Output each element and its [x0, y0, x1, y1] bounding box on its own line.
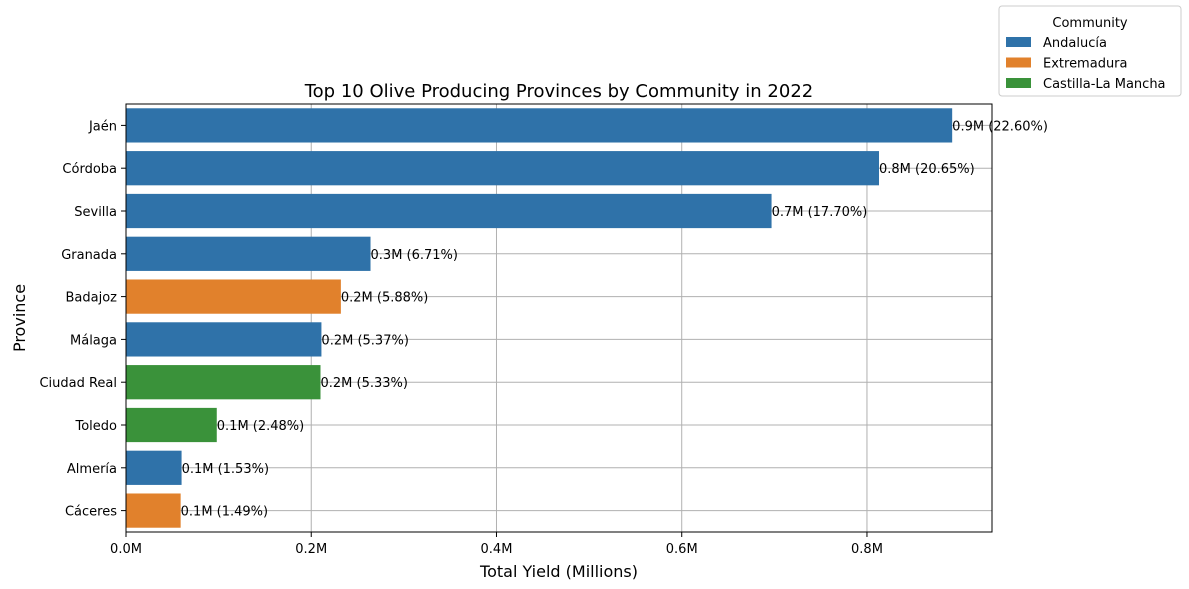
legend-frame: [998, 5, 1182, 97]
bar: [126, 193, 772, 229]
legend-swatch: [1006, 37, 1031, 47]
y-tick-label: Almería: [67, 462, 117, 477]
bar: [126, 236, 371, 271]
bar: [126, 108, 953, 143]
x-tick-label: 0.8M: [851, 542, 883, 557]
bar-value-label: 0.2M (5.37%): [321, 333, 408, 348]
y-tick-label: Sevilla: [74, 205, 117, 220]
bar-value-label: 0.2M (5.33%): [321, 376, 408, 391]
y-tick-label: Córdoba: [62, 162, 117, 177]
bar: [126, 322, 322, 357]
y-tick-label: Jaén: [88, 119, 117, 134]
bar-value-label: 0.1M (2.48%): [217, 419, 304, 434]
y-axis-label: Province: [10, 284, 29, 352]
legend-entry-label: Extremadura: [1043, 57, 1128, 72]
bar: [126, 493, 181, 528]
bar: [126, 151, 880, 186]
legend-title: Community: [1052, 16, 1128, 31]
legend-entry-label: Castilla-La Mancha: [1043, 77, 1166, 92]
chart-title: Top 10 Olive Producing Provinces by Comm…: [304, 81, 814, 102]
y-tick-label: Granada: [61, 248, 117, 263]
bar-value-label: 0.7M (17.70%): [772, 205, 868, 220]
legend-entry-label: Andalucía: [1043, 36, 1107, 51]
legend: Community Andalucía Extremadura Castilla-L…: [998, 5, 1182, 97]
x-axis-label: Total Yield (Millions): [479, 562, 638, 581]
y-tick-label: Ciudad Real: [39, 376, 117, 391]
y-axis-ticks: Jaén Córdoba Sevilla Granada Badajoz Málaga Ci…: [39, 119, 126, 520]
bar-labels-group: 0.9M (22.60%) 0.8M (20.65%) 0.7M (17.70%) 0…: [181, 119, 1048, 519]
x-tick-label: 0.2M: [295, 542, 327, 557]
bars-group: [126, 108, 953, 528]
legend-swatch: [1006, 78, 1031, 88]
bar: [126, 450, 182, 485]
x-tick-label: 0.6M: [666, 542, 698, 557]
bar-value-label: 0.1M (1.53%): [182, 462, 269, 477]
bar-value-label: 0.2M (5.88%): [341, 291, 428, 306]
y-tick-label: Badajoz: [66, 291, 118, 306]
y-tick-label: Cáceres: [65, 505, 117, 520]
bar: [126, 407, 217, 443]
bar-value-label: 0.9M (22.60%): [952, 119, 1048, 134]
x-tick-label: 0.4M: [481, 542, 513, 557]
legend-swatch: [1006, 57, 1031, 68]
y-tick-label: Toledo: [74, 419, 117, 434]
plot-frame: [125, 103, 993, 533]
x-tick-label: 0.0M: [110, 542, 142, 557]
bar-value-label: 0.3M (6.71%): [371, 248, 458, 263]
x-axis-ticks: 0.0M 0.2M 0.4M 0.6M 0.8M: [110, 532, 883, 557]
bar: [126, 279, 341, 314]
bar-value-label: 0.1M (1.49%): [181, 505, 268, 520]
y-tick-label: Málaga: [70, 333, 117, 348]
bar-value-label: 0.8M (20.65%): [879, 162, 975, 177]
bar: [126, 365, 321, 400]
